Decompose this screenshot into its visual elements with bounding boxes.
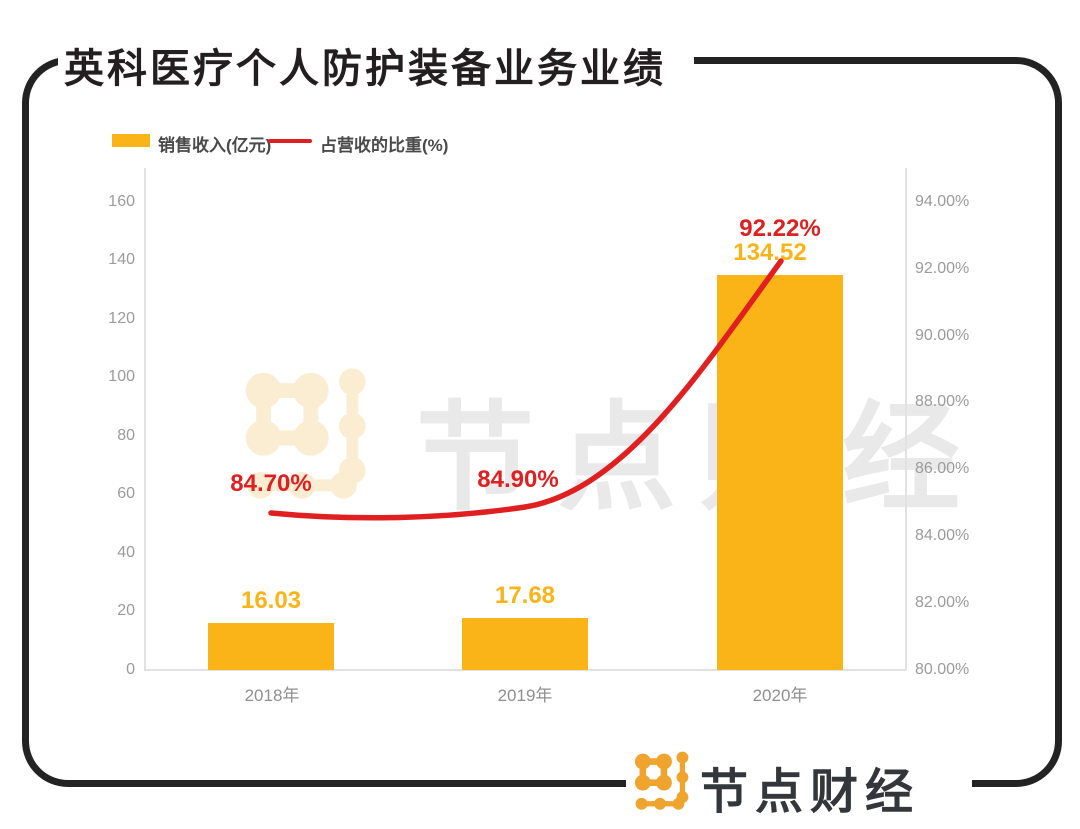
- bar-2019: [462, 618, 588, 670]
- x-axis-label: 2018年: [244, 686, 300, 705]
- logo-text: 节点财经: [700, 766, 921, 819]
- x-axis-label: 2020年: [752, 686, 808, 705]
- logo-node-network-icon: [634, 751, 689, 810]
- legend-line-swatch: [268, 139, 312, 143]
- legend-bar-label: 销售收入(亿元): [158, 136, 272, 155]
- legend-line-label: 占营收的比重(%): [320, 136, 449, 155]
- left-axis-tick: 40: [117, 544, 135, 561]
- frame-gap-top: [58, 50, 694, 72]
- right-axis-line: [905, 168, 907, 670]
- left-axis-tick: 60: [117, 485, 135, 502]
- bar-2018: [208, 623, 334, 670]
- line-value-label: 84.90%: [477, 466, 559, 493]
- left-axis-tick: 140: [108, 251, 135, 268]
- right-axis-tick: 94.00%: [915, 193, 970, 210]
- right-axis-tick: 88.00%: [915, 393, 970, 410]
- legend-bar-swatch: [112, 134, 150, 147]
- right-axis-tick: 82.00%: [915, 594, 970, 611]
- page-title: 英科医疗个人防护装备业务业绩: [64, 47, 666, 91]
- left-axis-tick: 160: [108, 193, 135, 210]
- bar-2020: [717, 275, 843, 670]
- watermark-text: 节点财经: [416, 393, 985, 525]
- right-axis-tick: 80.00%: [915, 661, 970, 678]
- bar-value-label: 16.03: [240, 587, 302, 614]
- right-axis-tick: 84.00%: [915, 527, 970, 544]
- bar-value-label: 134.52: [733, 239, 807, 266]
- left-axis-tick: 100: [108, 368, 135, 385]
- left-axis-line: [144, 168, 146, 670]
- left-axis-tick: 20: [117, 602, 135, 619]
- line-value-label: 92.22%: [739, 215, 821, 242]
- x-axis-label: 2019年: [497, 686, 553, 705]
- left-axis-tick: 0: [126, 661, 135, 678]
- right-axis-tick: 92.00%: [915, 260, 970, 277]
- line-value-label: 84.70%: [230, 470, 312, 497]
- left-axis-tick: 120: [108, 310, 135, 327]
- left-axis-tick: 80: [117, 427, 135, 444]
- right-axis-tick: 90.00%: [915, 327, 970, 344]
- right-axis-tick: 86.00%: [915, 460, 970, 477]
- x-axis-baseline: [144, 669, 907, 671]
- bar-value-label: 17.68: [494, 582, 556, 609]
